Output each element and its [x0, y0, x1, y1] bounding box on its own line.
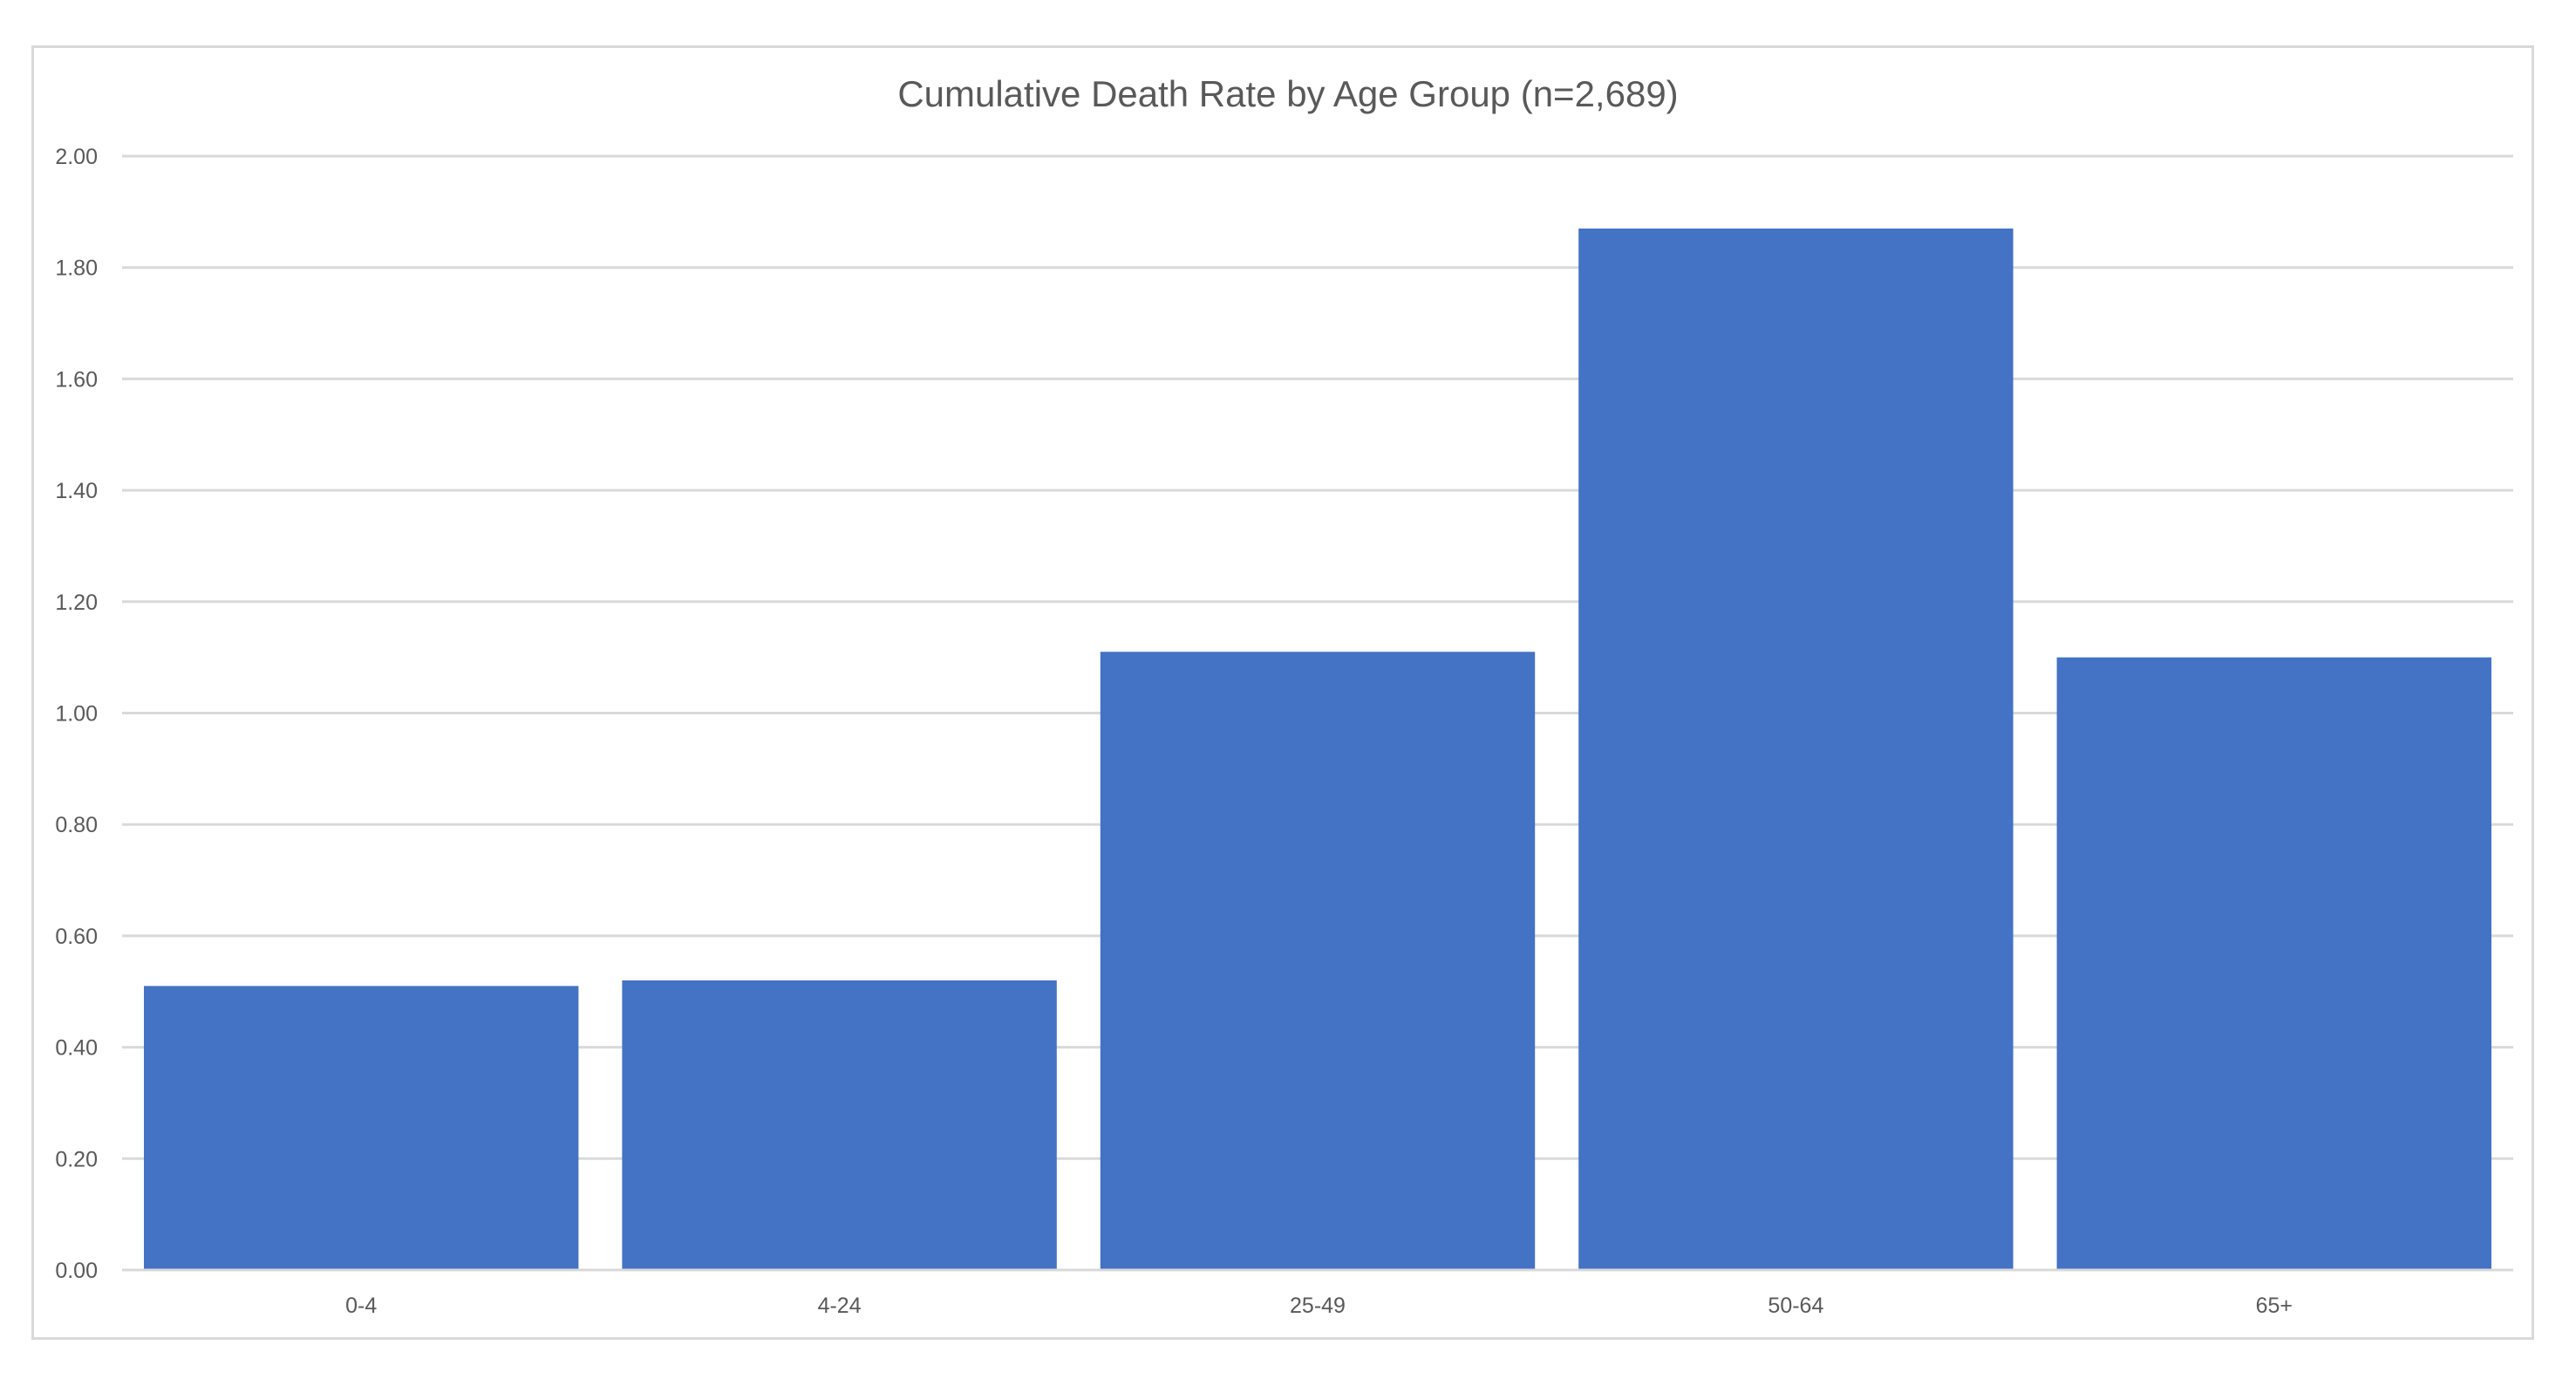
x-tick-label: 50-64 — [1768, 1294, 1823, 1318]
y-tick-label: 2.00 — [55, 145, 98, 169]
x-tick-label: 0-4 — [345, 1294, 377, 1318]
bar-50-64 — [1578, 229, 2014, 1270]
y-tick-label: 0.40 — [55, 1036, 98, 1061]
y-tick-label: 0.80 — [55, 813, 98, 837]
x-axis-tick-labels: 0-4 4-24 25-49 50-64 65+ — [345, 1294, 2293, 1318]
bars — [144, 229, 2491, 1270]
y-tick-label: 1.80 — [55, 256, 98, 281]
y-axis-tick-labels: 0.00 0.20 0.40 0.60 0.80 1.00 1.20 1.40 1.60 1.80… — [55, 145, 98, 1283]
y-tick-label: 0.20 — [55, 1147, 98, 1171]
y-tick-label: 1.00 — [55, 702, 98, 727]
x-tick-label: 25-49 — [1290, 1294, 1346, 1318]
y-tick-label: 0.60 — [55, 925, 98, 949]
bar-4-24 — [622, 980, 1057, 1270]
y-tick-label: 1.20 — [55, 591, 98, 615]
y-tick-label: 1.60 — [55, 367, 98, 392]
bar-65+ — [2056, 657, 2491, 1270]
x-tick-label: 65+ — [2256, 1294, 2293, 1318]
chart-title: Cumulative Death Rate by Age Group (n=2,… — [897, 73, 1678, 114]
y-tick-label: 1.40 — [55, 479, 98, 503]
x-tick-label: 4-24 — [818, 1294, 862, 1318]
bar-0-4 — [144, 986, 579, 1270]
y-tick-label: 0.00 — [55, 1259, 98, 1283]
bar-25-49 — [1100, 652, 1536, 1270]
